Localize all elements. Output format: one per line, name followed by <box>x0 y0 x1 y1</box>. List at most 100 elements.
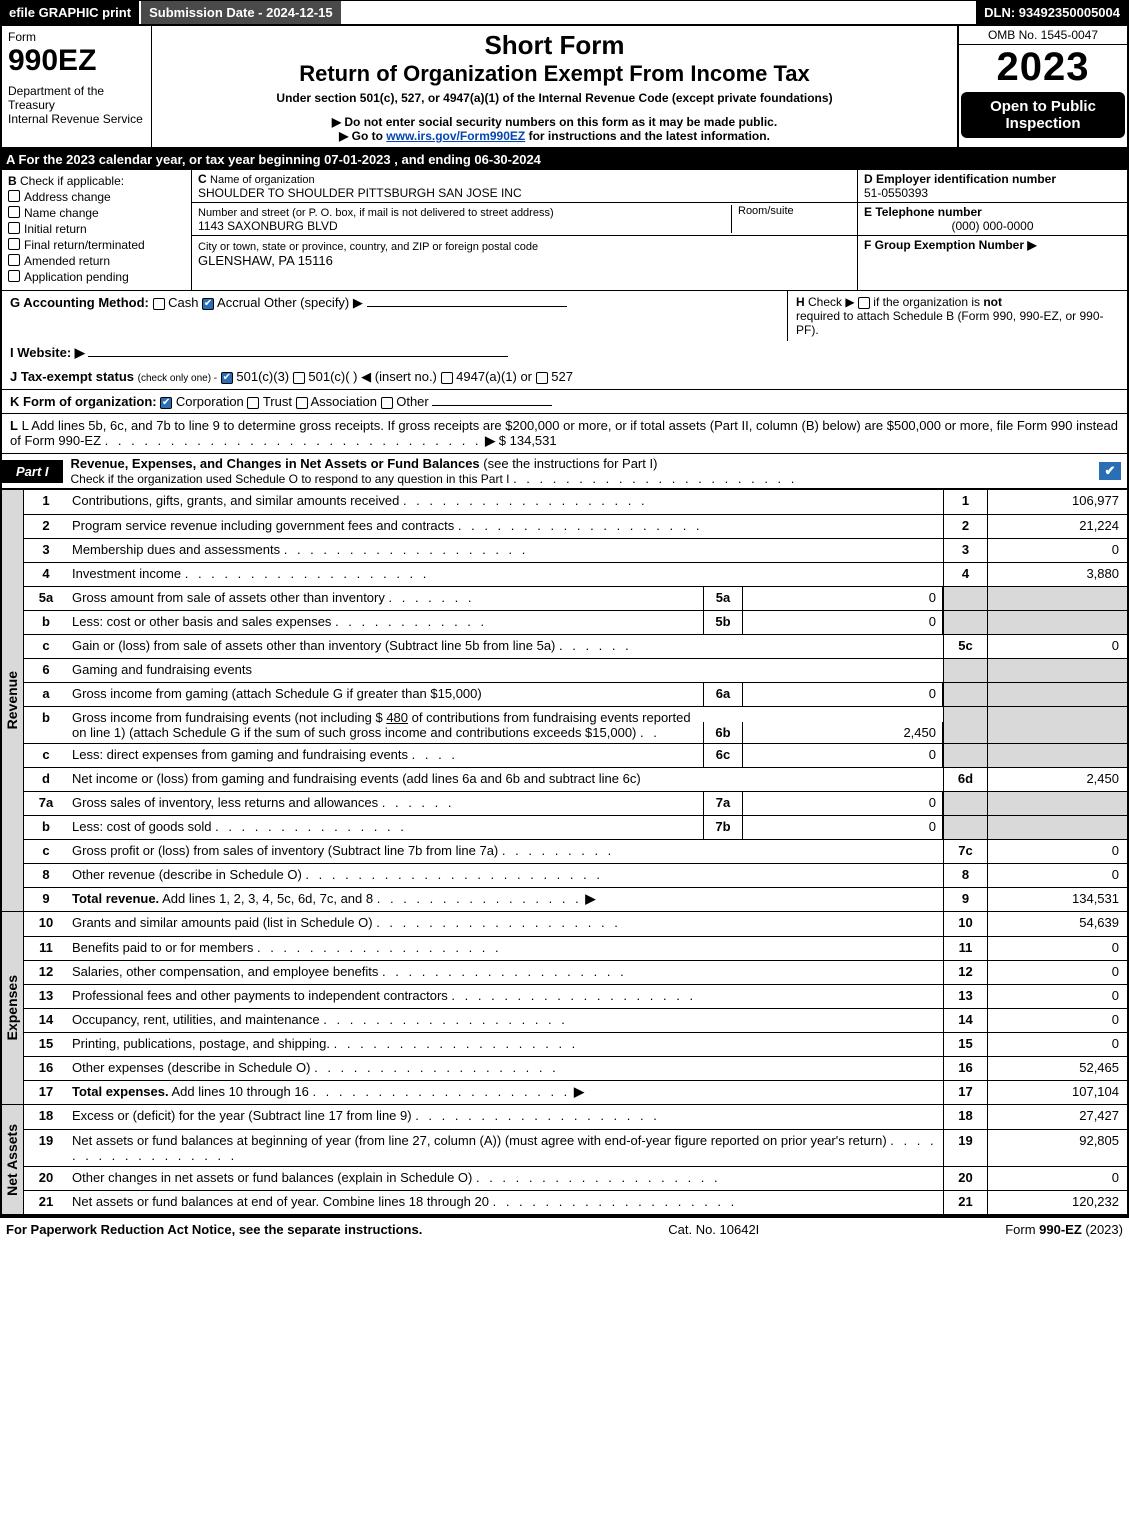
rnum-13: 13 <box>943 985 987 1008</box>
b-label: B <box>8 174 17 188</box>
irs-link[interactable]: www.irs.gov/Form990EZ <box>386 129 525 143</box>
form-word: Form <box>8 30 145 44</box>
j-label: J Tax-exempt status <box>10 369 134 384</box>
desc-15: Printing, publications, postage, and shi… <box>72 1036 330 1051</box>
rval-9: 134,531 <box>987 888 1127 911</box>
radio-527[interactable] <box>536 372 548 384</box>
opt-cash: Cash <box>168 295 198 310</box>
subval-6a: 0 <box>743 683 943 706</box>
rnum-21: 21 <box>943 1191 987 1214</box>
rval-6d: 2,450 <box>987 768 1127 791</box>
form-number: 990EZ <box>8 44 145 78</box>
line-10: 10 Grants and similar amounts paid (list… <box>24 912 1127 936</box>
radio-assoc[interactable] <box>296 397 308 409</box>
open-to-public: Open to Public Inspection <box>961 92 1125 138</box>
rval-7c: 0 <box>987 840 1127 863</box>
identity-block: B Check if applicable: Address change Na… <box>0 170 1129 290</box>
opt-4947: 4947(a)(1) or <box>456 369 532 384</box>
radio-501c3[interactable]: ✔ <box>221 372 233 384</box>
chk-final-return[interactable] <box>8 238 20 250</box>
website-input[interactable] <box>88 356 508 357</box>
radio-501c[interactable] <box>293 372 305 384</box>
num-6d: d <box>24 768 68 791</box>
rnum-7c: 7c <box>943 840 987 863</box>
rnum-5c: 5c <box>943 635 987 658</box>
title-return: Return of Organization Exempt From Incom… <box>158 61 951 87</box>
line-8: 8 Other revenue (describe in Schedule O)… <box>24 863 1127 887</box>
rnum-4: 4 <box>943 563 987 586</box>
desc-11: Benefits paid to or for members <box>72 940 253 955</box>
revenue-section: Revenue 1 Contributions, gifts, grants, … <box>0 490 1129 911</box>
desc-3: Membership dues and assessments <box>72 542 280 557</box>
rval-11: 0 <box>987 937 1127 960</box>
num-2: 2 <box>24 515 68 538</box>
row-g: G Accounting Method: Cash ✔ Accrual Othe… <box>2 291 787 341</box>
opt-other: Other (specify) ▶ <box>264 295 363 310</box>
dln-label: DLN: 93492350005004 <box>976 1 1128 24</box>
opt-assoc: Association <box>310 394 376 409</box>
rval-1: 106,977 <box>987 490 1127 514</box>
city-label: City or town, state or province, country… <box>198 241 538 253</box>
subval-6c: 0 <box>743 744 943 767</box>
footer-right: Form 990-EZ (2023) <box>1005 1222 1123 1237</box>
line-6d: d Net income or (loss) from gaming and f… <box>24 767 1127 791</box>
part1-title-wrap: Revenue, Expenses, and Changes in Net As… <box>63 454 1097 488</box>
opt-corp: Corporation <box>176 394 244 409</box>
efile-print-button[interactable]: efile GRAPHIC print <box>1 1 139 24</box>
subnum-6c: 6c <box>703 744 743 767</box>
part1-checkbox[interactable]: ✔ <box>1099 462 1121 480</box>
line-9: 9 Total revenue. Add lines 1, 2, 3, 4, 5… <box>24 887 1127 911</box>
desc-9: Total revenue. <box>72 891 159 906</box>
rval-3: 0 <box>987 539 1127 562</box>
radio-accrual[interactable]: ✔ <box>202 298 214 310</box>
radio-other-org[interactable] <box>381 397 393 409</box>
chk-name-change[interactable] <box>8 206 20 218</box>
other-org-input[interactable] <box>432 405 552 406</box>
chk-address-change[interactable] <box>8 190 20 202</box>
chk-application-pending[interactable] <box>8 270 20 282</box>
line-7b: b Less: cost of goods sold . . . . . . .… <box>24 815 1127 839</box>
chk-h[interactable] <box>858 297 870 309</box>
f-label: F Group Exemption Number <box>864 238 1024 252</box>
footer-right-post: (2023) <box>1082 1222 1123 1237</box>
radio-corp[interactable]: ✔ <box>160 397 172 409</box>
line-5c: c Gain or (loss) from sale of assets oth… <box>24 634 1127 658</box>
row-l: L L Add lines 5b, 6c, and 7b to line 9 t… <box>0 414 1129 453</box>
rval-19: 92,805 <box>987 1130 1127 1166</box>
desc-19: Net assets or fund balances at beginning… <box>72 1133 887 1148</box>
c-label: C <box>198 172 207 186</box>
num-17: 17 <box>24 1081 68 1104</box>
desc-17b: Add lines 10 through 16 <box>169 1084 309 1099</box>
line-18: 18 Excess or (deficit) for the year (Sub… <box>24 1105 1127 1129</box>
num-6c: c <box>24 744 68 767</box>
desc-8: Other revenue (describe in Schedule O) <box>72 867 302 882</box>
desc-14: Occupancy, rent, utilities, and maintena… <box>72 1012 320 1027</box>
footer-right-pre: Form <box>1005 1222 1039 1237</box>
rval-12: 0 <box>987 961 1127 984</box>
chk-initial-return[interactable] <box>8 222 20 234</box>
rnum-20: 20 <box>943 1167 987 1190</box>
l-arrow-icon: ▶ <box>485 433 495 448</box>
num-15: 15 <box>24 1033 68 1056</box>
addr-label: Number and street (or P. O. box, if mail… <box>198 207 554 219</box>
c-sublabel: Name of organization <box>210 174 315 186</box>
e-label: E Telephone number <box>864 205 982 219</box>
rval-10: 54,639 <box>987 912 1127 936</box>
rnum-10: 10 <box>943 912 987 936</box>
desc-13: Professional fees and other payments to … <box>72 988 448 1003</box>
opt-name-change: Name change <box>24 206 99 220</box>
chk-amended-return[interactable] <box>8 254 20 266</box>
subnum-5a: 5a <box>703 587 743 610</box>
line-21: 21 Net assets or fund balances at end of… <box>24 1190 1127 1214</box>
rnum-14: 14 <box>943 1009 987 1032</box>
num-16: 16 <box>24 1057 68 1080</box>
rnum-8: 8 <box>943 864 987 887</box>
desc-6b-1: Gross income from fundraising events (no… <box>72 710 386 725</box>
radio-4947[interactable] <box>441 372 453 384</box>
radio-cash[interactable] <box>153 298 165 310</box>
radio-trust[interactable] <box>247 397 259 409</box>
other-specify-input[interactable] <box>367 306 567 307</box>
subnum-5b: 5b <box>703 611 743 634</box>
rnum-11: 11 <box>943 937 987 960</box>
desc-1: Contributions, gifts, grants, and simila… <box>72 493 399 508</box>
